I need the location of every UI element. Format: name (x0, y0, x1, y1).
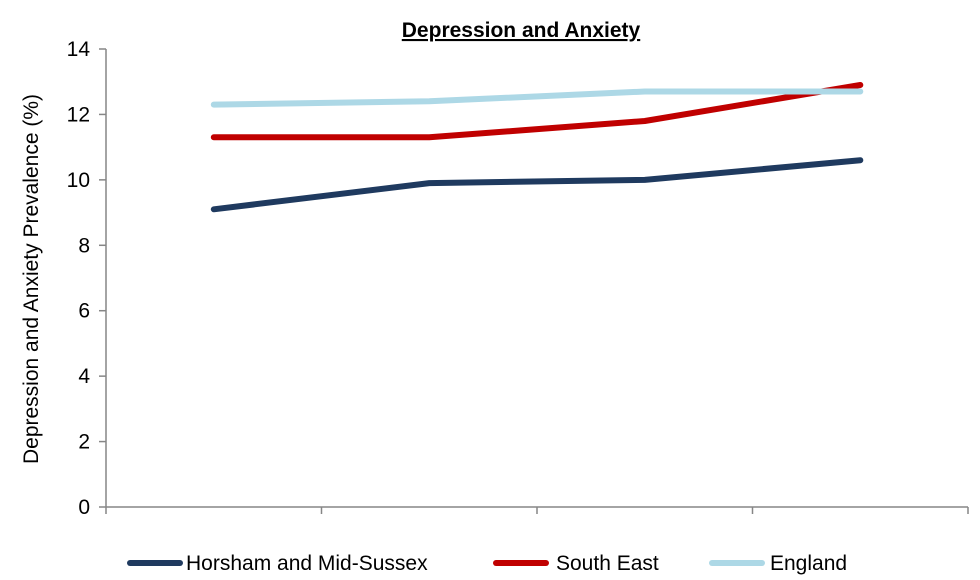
series-line-1 (210, 157, 864, 213)
y-tick-label: 10 (67, 169, 90, 192)
series-layer (210, 82, 864, 213)
series-line-2 (210, 82, 864, 141)
y-tick-label: 0 (78, 496, 90, 519)
axes: 0 2 4 6 8 10 12 14 (67, 38, 969, 519)
legend-label-3: England (770, 552, 847, 575)
y-tick-label: 6 (78, 300, 90, 323)
legend: Horsham and Mid-Sussex South East England (127, 552, 847, 575)
legend-label-1: Horsham and Mid-Sussex (186, 552, 428, 575)
y-tick-label: 8 (78, 234, 90, 257)
y-axis-label: Depression and Anxiety Prevalence (%) (20, 94, 43, 464)
y-tick-label: 14 (67, 38, 91, 61)
y-tick-label: 12 (67, 103, 90, 126)
chart-title: Depression and Anxiety (402, 19, 641, 42)
y-tick-label: 4 (78, 365, 90, 388)
legend-label-2: South East (556, 552, 659, 575)
series-line-3 (210, 88, 864, 108)
y-tick-label: 2 (78, 431, 90, 454)
